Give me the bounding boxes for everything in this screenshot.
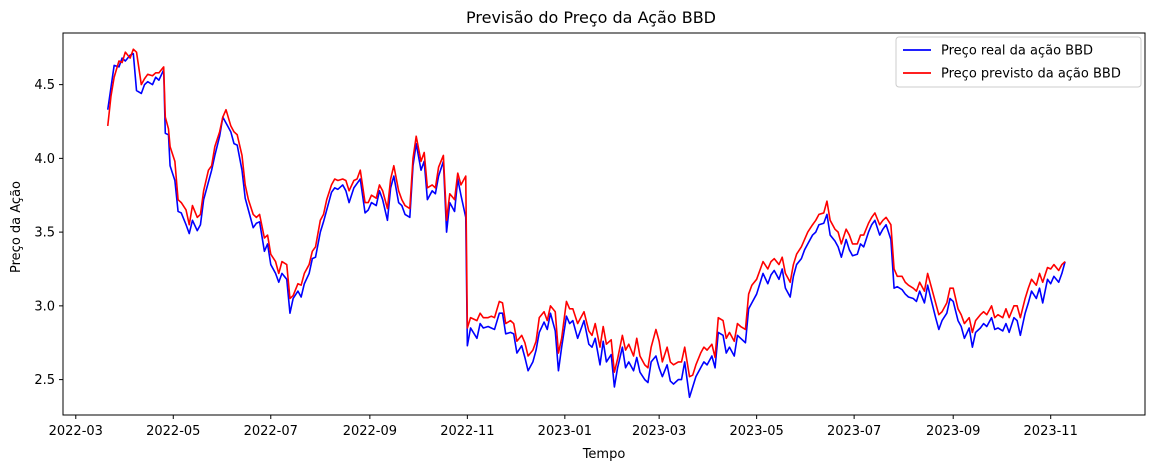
legend: Preço real da ação BBD Preço previsto da … xyxy=(895,36,1142,88)
x-tick-label: 2023-09 xyxy=(926,424,980,439)
y-axis-title: Preço da Ação xyxy=(9,181,24,273)
plot-area xyxy=(62,32,1146,416)
x-tick-label: 2023-07 xyxy=(827,424,881,439)
plot-frame xyxy=(62,32,1146,416)
x-tick-label: 2022-09 xyxy=(343,424,397,439)
x-tick-label: 2023-05 xyxy=(729,424,783,439)
x-tick-label: 2022-07 xyxy=(244,424,298,439)
chart-title: Previsão do Preço da Ação BBD xyxy=(466,8,716,27)
x-tick-label: 2023-03 xyxy=(632,424,686,439)
y-tick-label: 4.5 xyxy=(34,78,55,93)
x-axis: 2022-03 2022-05 2022-07 2022-09 2022-11 2023-… xyxy=(49,415,1078,439)
x-axis-title: Tempo xyxy=(582,447,626,462)
y-tick-label: 3.5 xyxy=(34,226,55,241)
x-tick-label: 2023-11 xyxy=(1024,424,1078,439)
x-tick-label: 2023-01 xyxy=(538,424,592,439)
y-tick-label: 4.0 xyxy=(34,152,55,167)
y-axis: 2.5 3.0 3.5 4.0 4.5 xyxy=(34,78,63,388)
legend-box xyxy=(895,36,1142,88)
x-tick-label: 2022-05 xyxy=(146,424,200,439)
legend-label: Preço previsto da ação BBD xyxy=(941,67,1121,82)
legend-label: Preço real da ação BBD xyxy=(941,44,1093,59)
y-tick-label: 3.0 xyxy=(34,299,55,314)
x-tick-label: 2022-11 xyxy=(440,424,494,439)
y-tick-label: 2.5 xyxy=(34,373,55,388)
series-line-real xyxy=(106,52,1066,399)
x-tick-label: 2022-03 xyxy=(49,424,103,439)
series-line-previsto xyxy=(106,48,1066,378)
